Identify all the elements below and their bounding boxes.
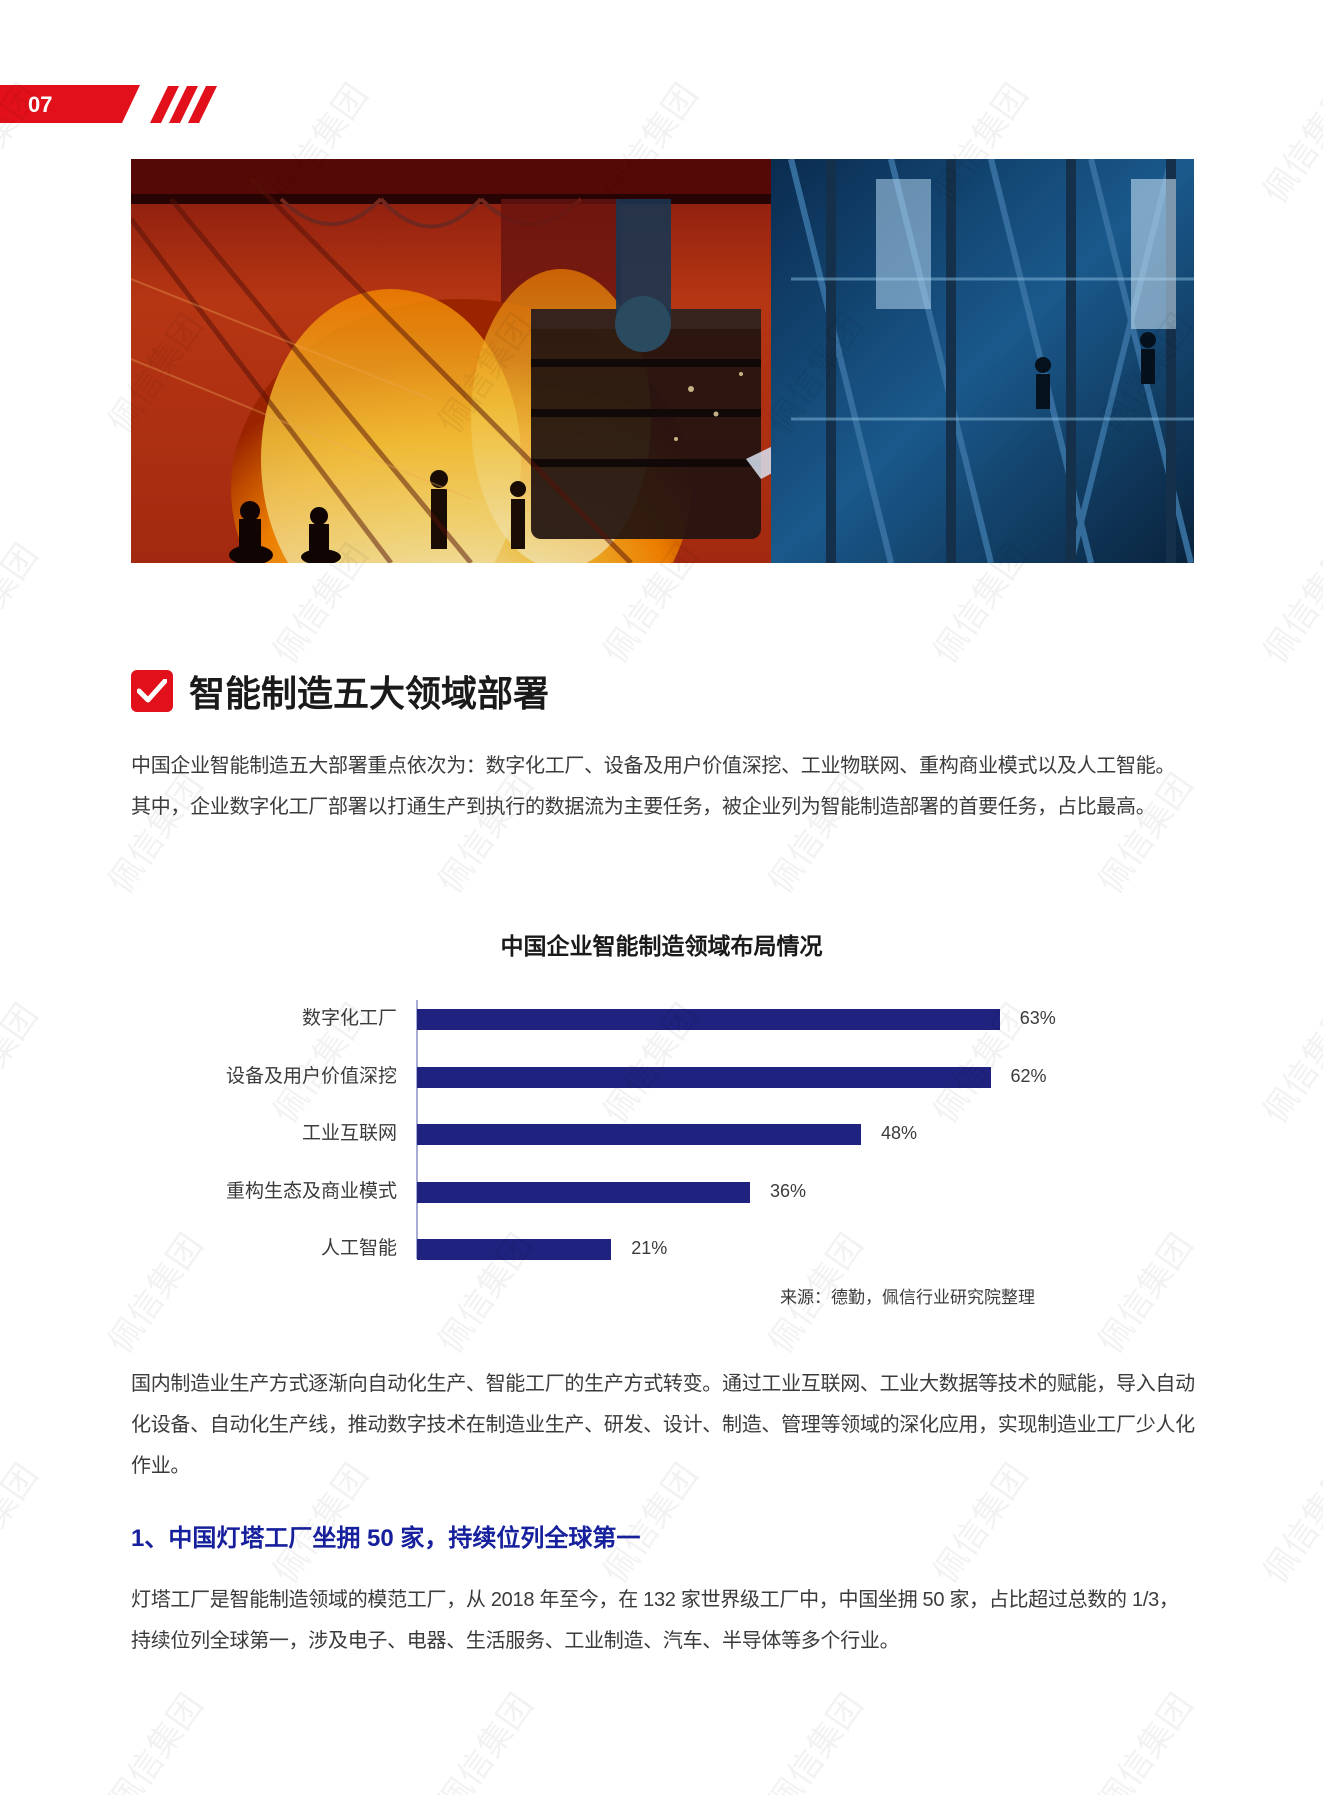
svg-text:07: 07 bbox=[28, 92, 52, 117]
svg-text:佩信集团: 佩信集团 bbox=[1256, 537, 1323, 670]
svg-text:佩信集团: 佩信集团 bbox=[0, 997, 46, 1130]
svg-text:佩信集团: 佩信集团 bbox=[1256, 1457, 1323, 1590]
svg-text:佩信集团: 佩信集团 bbox=[0, 537, 46, 670]
svg-text:佩信集团: 佩信集团 bbox=[0, 1457, 46, 1590]
svg-text:佩信集团: 佩信集团 bbox=[1256, 997, 1323, 1130]
svg-text:佩信集团: 佩信集团 bbox=[1256, 77, 1323, 210]
